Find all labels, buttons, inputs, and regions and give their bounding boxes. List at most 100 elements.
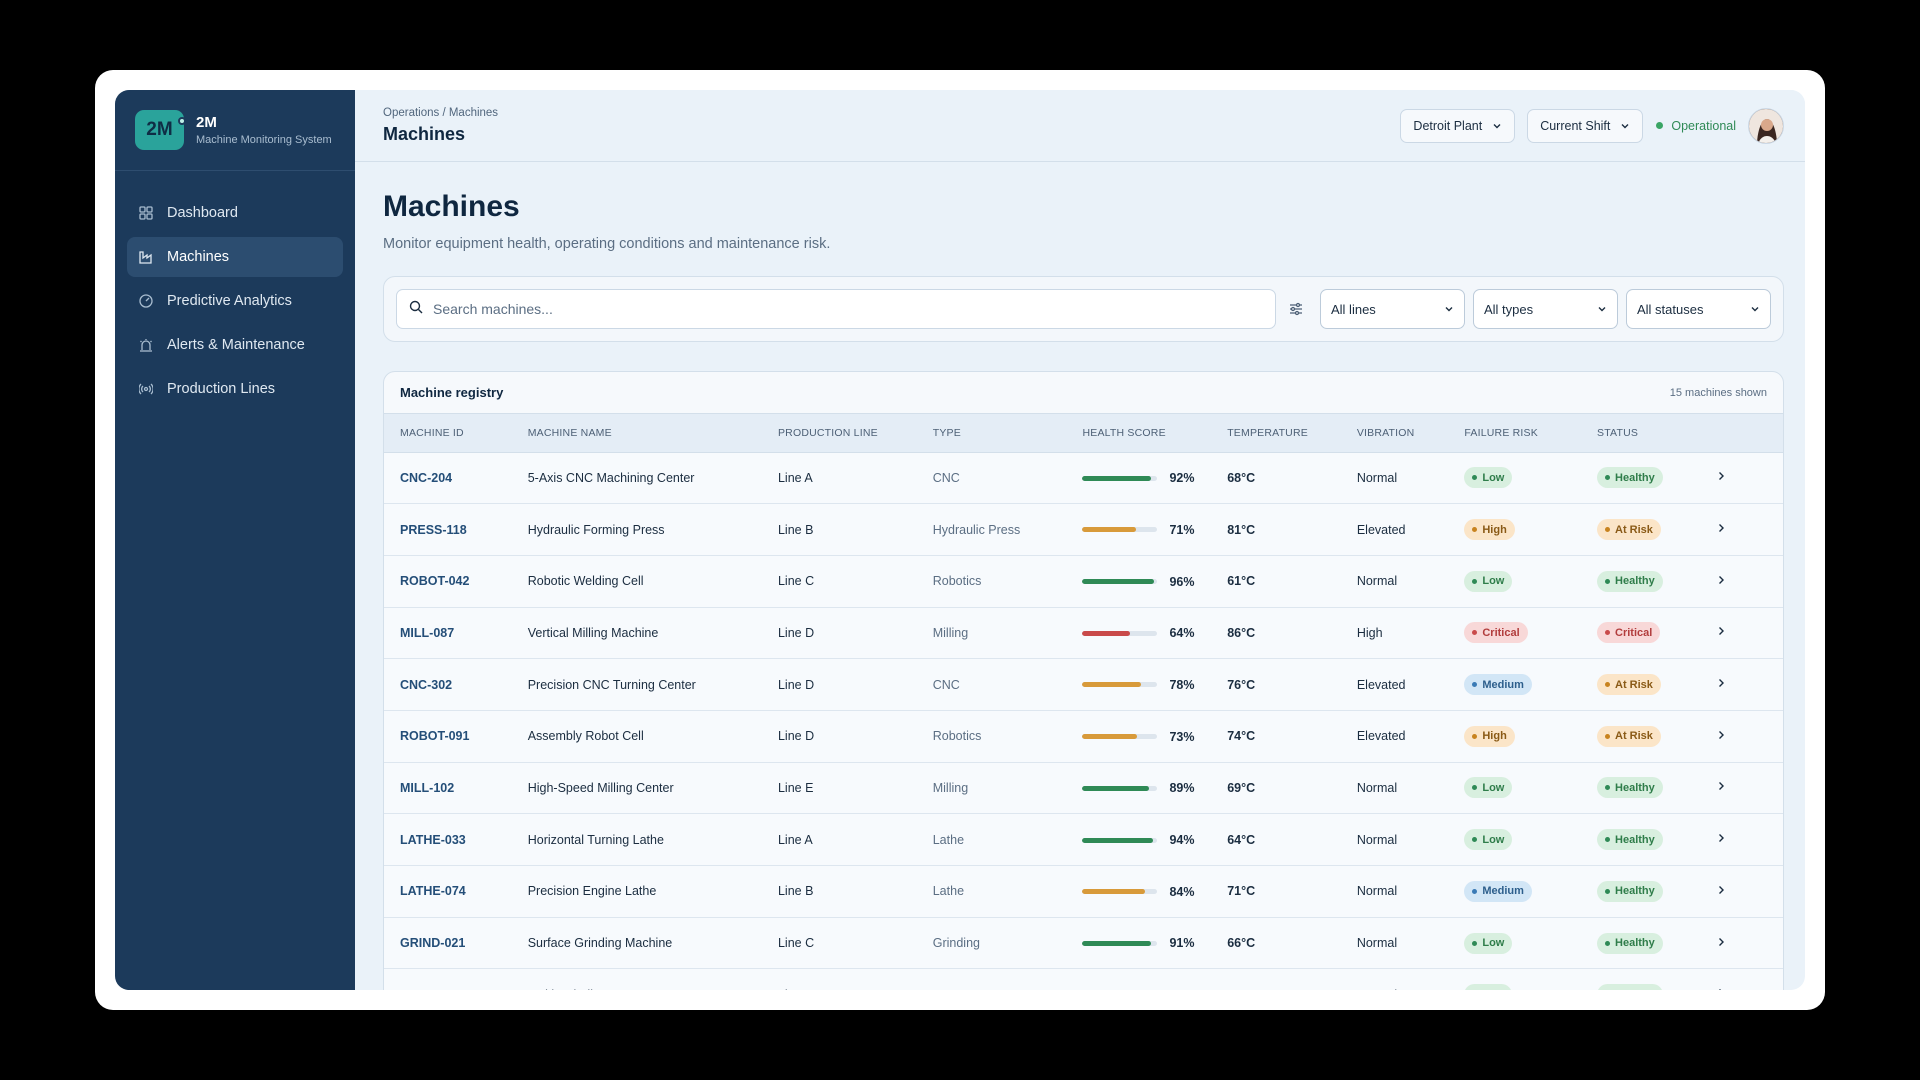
production-line: Line A [777, 452, 933, 505]
chevron-right-icon[interactable] [1715, 522, 1727, 534]
vibration: Elevated [1356, 658, 1465, 711]
risk-badge: Low [1464, 570, 1513, 592]
sidebar-item-machines[interactable]: Machines [127, 237, 343, 277]
chevron-right-icon[interactable] [1715, 625, 1727, 637]
sidebar-item-predictive-analytics[interactable]: Predictive Analytics [127, 281, 343, 321]
badge-dot-icon [1472, 940, 1478, 946]
badge-dot-icon [1472, 785, 1478, 791]
table-row[interactable]: ROBOT-091 Assembly Robot Cell Line D Roboti… [384, 710, 1783, 763]
chevron-right-icon[interactable] [1715, 677, 1727, 689]
search-input[interactable] [433, 301, 1233, 317]
row-action-cell [1714, 917, 1783, 970]
chevron-down-icon [1444, 302, 1454, 317]
machine-id-link[interactable]: PRESS-118 [384, 503, 528, 556]
status-badge-label: Healthy [1615, 471, 1655, 484]
brand-subtitle: Machine Monitoring System [196, 134, 332, 146]
chevron-right-icon[interactable] [1715, 987, 1727, 990]
col-failure-risk[interactable]: FAILURE RISK [1464, 414, 1598, 453]
status-badge: Healthy [1597, 984, 1663, 990]
sidebar-item-label: Predictive Analytics [167, 293, 292, 309]
badge-dot-icon [1472, 527, 1478, 533]
vibration: Normal [1356, 452, 1465, 505]
col-health-score[interactable]: HEALTH SCORE [1082, 414, 1228, 453]
risk-badge-label: Low [1482, 471, 1505, 484]
shift-select[interactable]: Current Shift [1527, 108, 1644, 143]
page-title: Machines [383, 190, 520, 223]
sidebar-item-dashboard[interactable]: Dashboard [127, 193, 343, 233]
machine-type: Robotics [932, 710, 1083, 763]
vibration: Elevated [1356, 710, 1465, 763]
machine-type: Robotics [932, 555, 1083, 608]
table-row[interactable]: CNC-302 Precision CNC Turning Center Line … [384, 658, 1783, 711]
machine-type: CNC [932, 452, 1083, 505]
breadcrumb[interactable]: Operations / Machines [383, 106, 499, 119]
status-cell: Healthy [1597, 762, 1715, 815]
col-machine-name[interactable]: MACHINE NAME [527, 414, 778, 453]
badge-dot-icon [1472, 733, 1478, 739]
table-row[interactable]: MILL-087 Vertical Milling Machine Line D Mi… [384, 607, 1783, 660]
production-line: Line B [777, 503, 933, 556]
line-filter-select[interactable]: All lines [1320, 289, 1465, 329]
badge-dot-icon [1605, 578, 1611, 584]
chevron-right-icon[interactable] [1715, 780, 1727, 792]
filter-settings-icon[interactable] [1288, 301, 1304, 317]
machine-id-link[interactable]: CNC-204 [384, 452, 528, 505]
machine-id-link[interactable]: ROBOT-091 [384, 710, 528, 763]
row-action-cell [1714, 503, 1783, 556]
col-status[interactable]: STATUS [1597, 414, 1715, 453]
machine-id-link[interactable]: CNC-302 [384, 658, 528, 711]
machine-type: Milling [932, 762, 1083, 815]
search-box[interactable] [396, 289, 1276, 329]
chevron-right-icon[interactable] [1715, 470, 1727, 482]
chevron-right-icon[interactable] [1715, 729, 1727, 741]
status-filter-select[interactable]: All statuses [1626, 289, 1771, 329]
machine-id-link[interactable]: MILL-087 [384, 607, 528, 660]
grid-icon [139, 206, 153, 220]
col-temperature[interactable]: TEMPERATURE [1227, 414, 1357, 453]
health-score-cell: 89% [1082, 762, 1228, 815]
health-score-value: 89% [1169, 781, 1195, 796]
temperature: 69°C [1227, 762, 1357, 815]
system-status: Operational [1656, 119, 1736, 133]
machine-id-link[interactable]: MILL-102 [384, 762, 528, 815]
chevron-right-icon[interactable] [1715, 936, 1727, 948]
risk-badge: Low [1464, 777, 1513, 799]
table-row[interactable]: PRESS-118 Hydraulic Forming Press Line B Hy… [384, 503, 1783, 556]
chevron-right-icon[interactable] [1715, 574, 1727, 586]
table-row[interactable]: ROBOT-042 Robotic Welding Cell Line C Robot… [384, 555, 1783, 608]
row-action-cell [1714, 710, 1783, 763]
row-action-cell [1714, 607, 1783, 660]
sidebar-item-label: Machines [167, 249, 230, 265]
machine-id-link[interactable]: LATHE-033 [384, 813, 528, 866]
col-vibration[interactable]: VIBRATION [1356, 414, 1465, 453]
table-row[interactable]: LATHE-074 Precision Engine Lathe Line B Lat… [384, 865, 1783, 918]
machine-table: MACHINE ID MACHINE NAME PRODUCTION LINE … [384, 414, 1783, 990]
sidebar-item-production-lines[interactable]: Production Lines [127, 369, 343, 409]
status-badge-label: Healthy [1615, 833, 1655, 846]
row-action-cell [1714, 865, 1783, 918]
registry-title: Machine registry [400, 385, 504, 400]
plant-select[interactable]: Detroit Plant [1400, 108, 1516, 143]
machine-id-link[interactable]: CNC-411 [384, 968, 528, 990]
chevron-right-icon[interactable] [1715, 884, 1727, 896]
table-row[interactable]: CNC-204 5-Axis CNC Machining Center Line A… [384, 452, 1783, 505]
type-filter-select[interactable]: All types [1473, 289, 1618, 329]
status-badge-label: Healthy [1615, 885, 1655, 898]
status-cell: At Risk [1597, 710, 1715, 763]
health-bar-fill [1082, 475, 1152, 481]
health-score-value: 64% [1169, 626, 1195, 641]
sidebar-item-alerts-maintenance[interactable]: Alerts & Maintenance [127, 325, 343, 365]
machine-id-link[interactable]: GRIND-021 [384, 917, 528, 970]
machine-id-link[interactable]: ROBOT-042 [384, 555, 528, 608]
machine-id-link[interactable]: LATHE-074 [384, 865, 528, 918]
col-machine-id[interactable]: MACHINE ID [384, 414, 528, 453]
avatar[interactable] [1748, 107, 1784, 144]
production-line: Line D [777, 710, 933, 763]
chevron-right-icon[interactable] [1715, 832, 1727, 844]
col-type[interactable]: TYPE [932, 414, 1083, 453]
col-production-line[interactable]: PRODUCTION LINE [777, 414, 933, 453]
